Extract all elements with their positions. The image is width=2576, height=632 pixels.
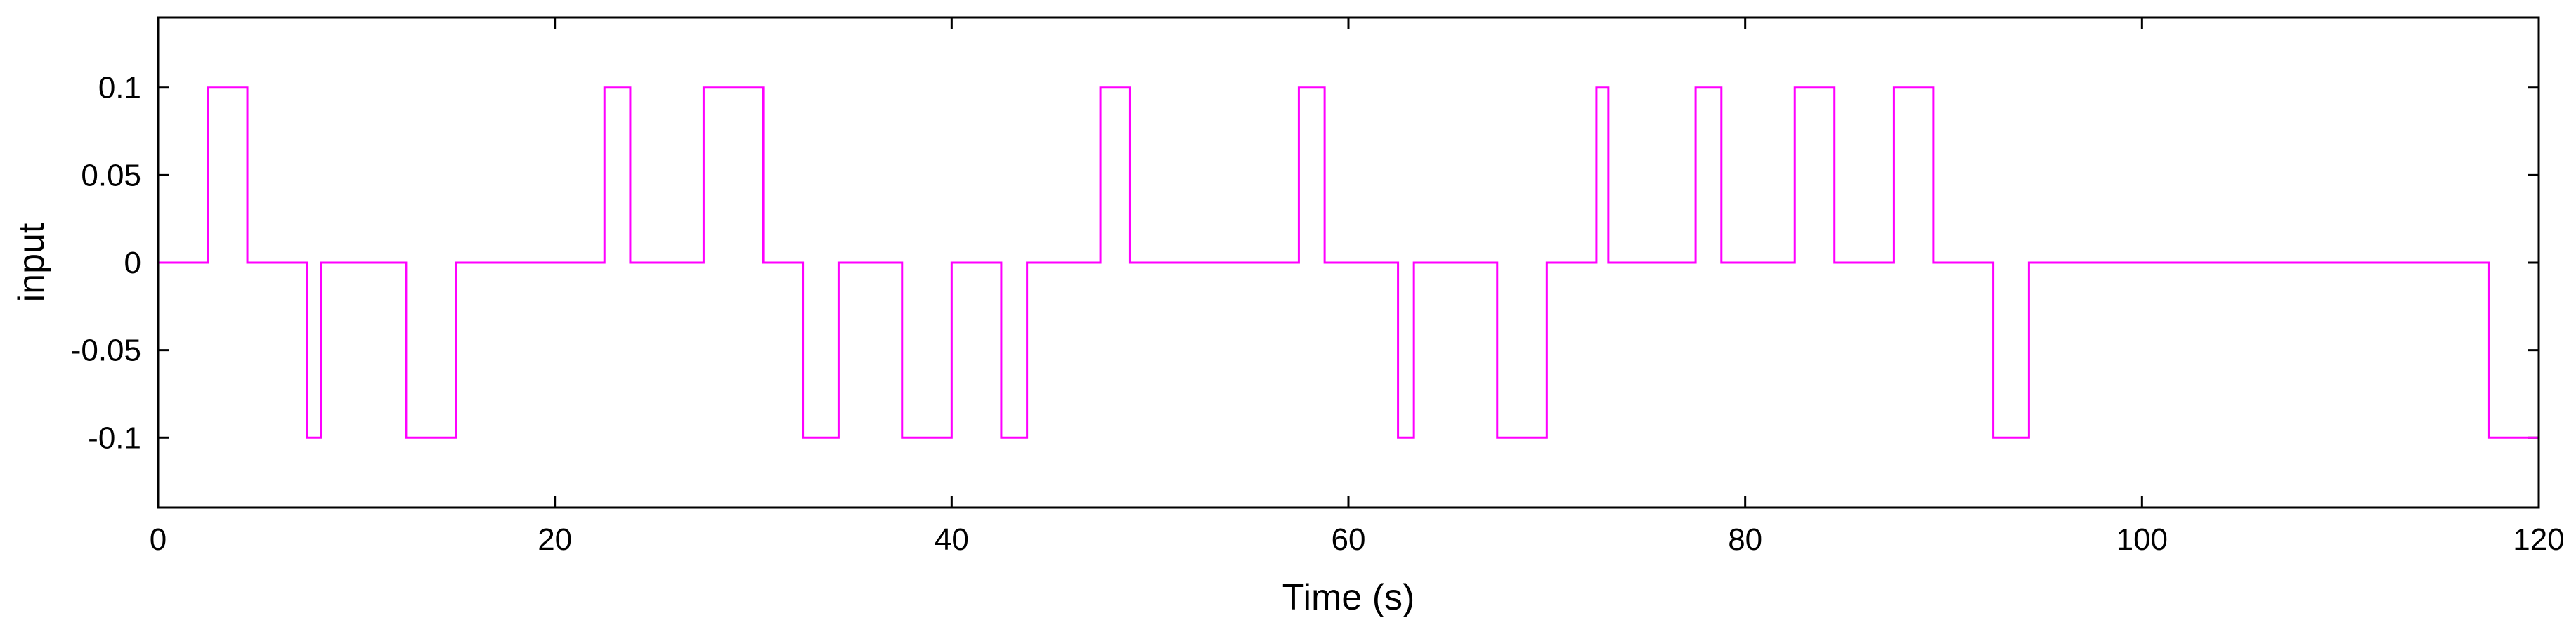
y-tick-label: 0.05 (81, 158, 141, 192)
x-axis-label: Time (s) (1282, 577, 1415, 618)
series-line (158, 86, 2539, 439)
y-tick-label: -0.05 (71, 334, 141, 368)
x-tick-label: 60 (1332, 522, 1366, 557)
x-axis-ticks: 0 20 40 60 80 100 120 (150, 18, 2565, 557)
plot-frame (157, 16, 2540, 509)
y-axis-label: input (11, 223, 52, 302)
y-tick-label: 0.1 (98, 71, 141, 105)
y-tick-label: -0.1 (88, 421, 141, 455)
x-tick-label: 80 (1728, 522, 1762, 557)
x-tick-label: 120 (2513, 522, 2564, 557)
x-tick-label: 40 (935, 522, 969, 557)
x-tick-label: 20 (538, 522, 572, 557)
y-axis-ticks: -0.1 -0.05 0 0.05 0.1 (71, 71, 2539, 455)
x-tick-label: 100 (2116, 522, 2168, 557)
y-tick-label: 0 (124, 246, 141, 280)
x-tick-label: 0 (150, 522, 167, 557)
